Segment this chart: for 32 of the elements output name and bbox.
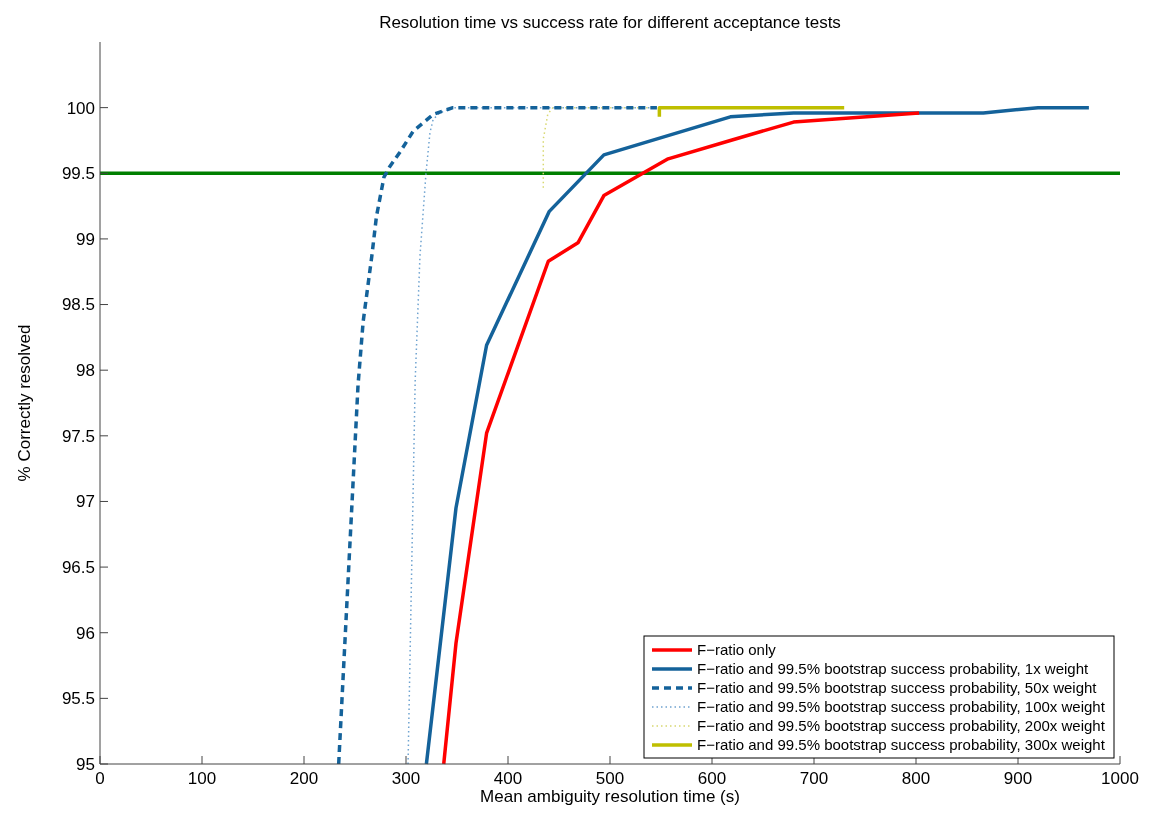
legend-label: F−ratio and 99.5% bootstrap success probability, 300x weight [697, 736, 1106, 754]
x-axis-title: Mean ambiguity resolution time (s) [480, 787, 740, 806]
y-tick-label: 95.5 [61, 689, 95, 709]
x-tick-label: 500 [595, 769, 625, 788]
legend-label: F−ratio and 99.5% bootstrap success probability, 100x weight [697, 698, 1106, 716]
y-tick-label: 98 [76, 361, 95, 381]
legend-label: F−ratio and 99.5% bootstrap success probability, 50x weight [697, 679, 1098, 697]
y-tick-label: 97.5 [61, 426, 95, 446]
y-tick-label: 99.5 [61, 164, 95, 184]
x-tick-label: 600 [697, 769, 727, 788]
x-tick-label: 200 [289, 769, 319, 788]
x-tick-label: 400 [493, 769, 523, 788]
x-tick-label: 800 [901, 769, 931, 788]
y-tick-label: 97 [76, 492, 95, 512]
y-axis-title: % Correctly resolved [15, 324, 34, 482]
legend-label: F−ratio only [697, 641, 777, 659]
y-tick-label: 96 [76, 623, 95, 643]
x-tick-label: 1000 [1101, 769, 1139, 788]
x-tick-label: 300 [391, 769, 421, 788]
x-tick-label: 0 [95, 769, 105, 788]
legend-label: F−ratio and 99.5% bootstrap success probability, 1x weight [697, 660, 1090, 678]
chart-title: Resolution time vs success rate for different acceptance tests [379, 13, 841, 32]
x-tick-label: 900 [1003, 769, 1033, 788]
line-series [336, 105, 659, 766]
y-tick-label: 98.5 [61, 295, 95, 315]
y-tick-label: 100 [66, 98, 95, 118]
legend-label: F−ratio and 99.5% bootstrap success probability, 200x weight [697, 717, 1106, 735]
y-tick-label: 99 [76, 229, 95, 249]
y-tick-label: 95 [76, 754, 95, 774]
x-tick-label: 100 [187, 769, 217, 788]
x-tick-label: 700 [799, 769, 829, 788]
y-tick-label: 96.5 [61, 558, 95, 578]
